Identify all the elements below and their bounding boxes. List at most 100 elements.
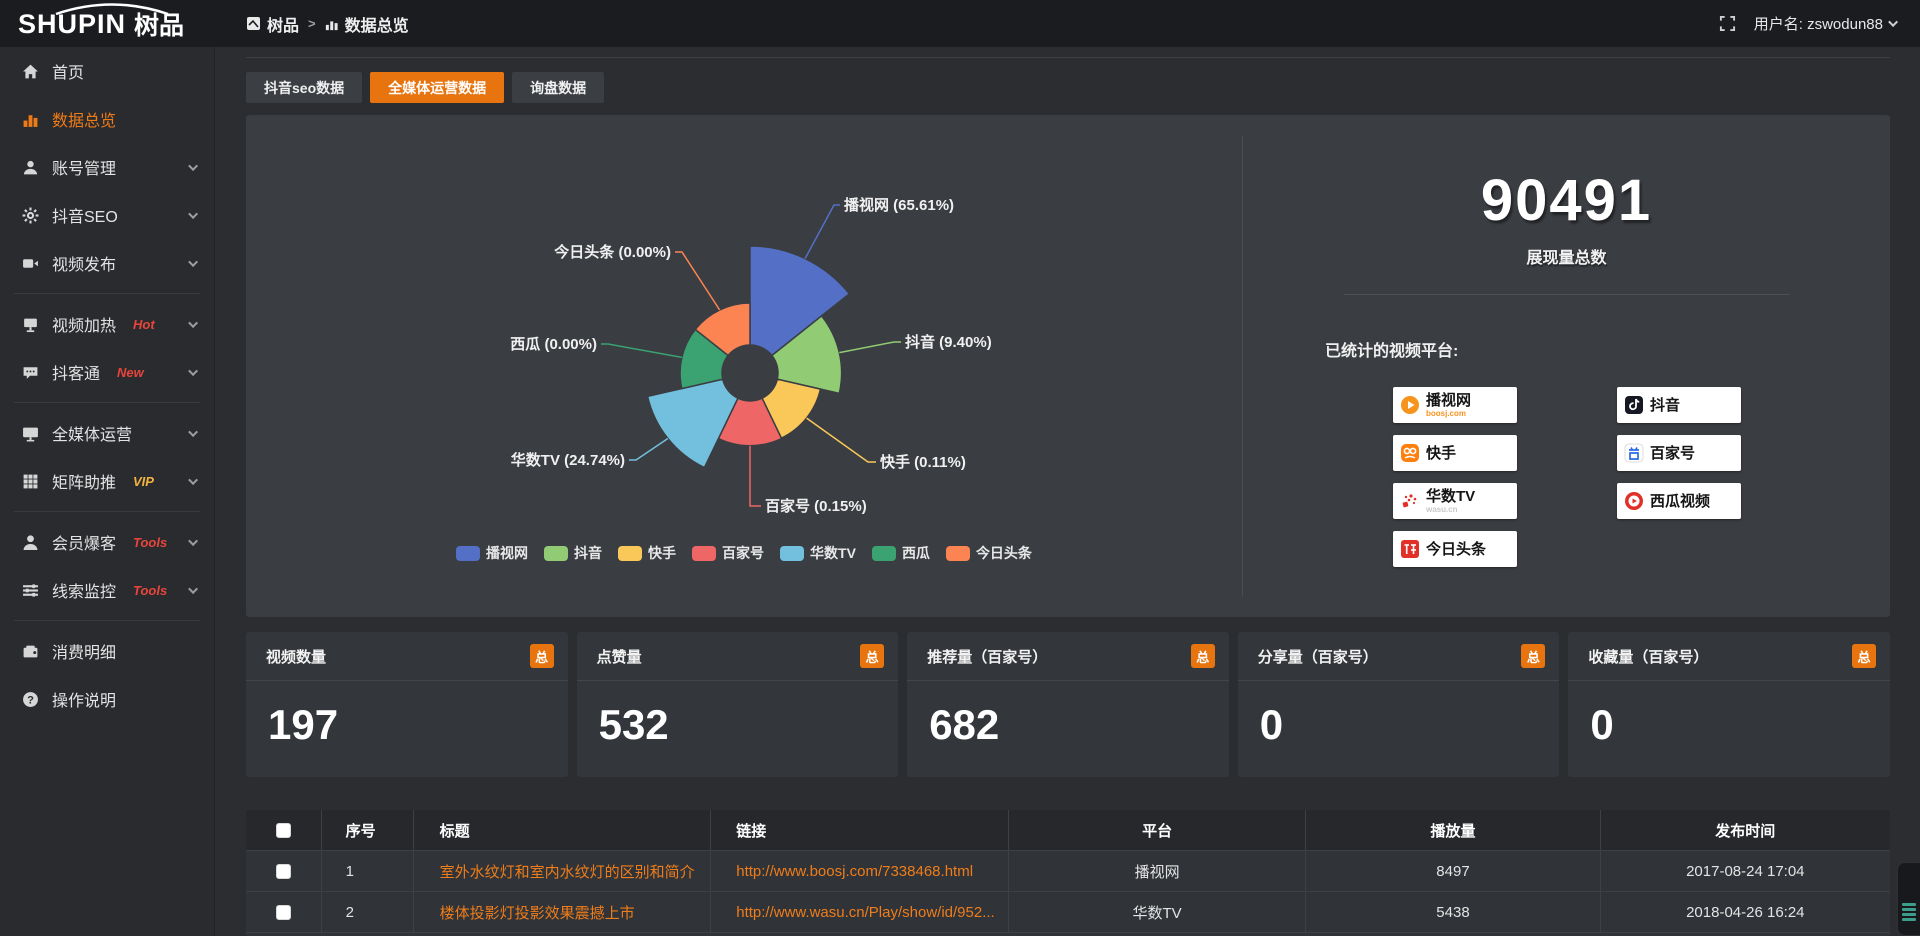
chevron-down-icon [188,365,199,376]
legend-label: 西瓜 [901,545,930,561]
pie-label-0: 播视网 (65.61%) [844,196,954,214]
side-float-widget[interactable] [1897,862,1920,936]
legend-item-0[interactable]: 播视网 [456,543,528,563]
pie-slice-0[interactable] [749,245,851,357]
stat-card-label: 视频数量 [266,648,327,666]
platform-name: 抖音 [1650,396,1681,414]
user-menu[interactable]: 用户名: zswodun88 [1753,13,1899,34]
douyin-logo-icon [1625,396,1643,414]
top-bar: SHUPIN 树品 树品 > 数据总览 用户名: zswodun88 [0,0,1920,47]
cell-published: 2017-08-24 17:04 [1686,862,1805,880]
nightingale-rose-chart: 播视网 (65.61%) 抖音 (9.40%) 快手 (0.11%) 百家号 (0.1… [510,196,991,515]
legend-item-5[interactable]: 西瓜 [871,543,930,563]
xigua-logo-icon [1625,492,1643,510]
column-header-1: 序号 [322,810,414,850]
legend-item-6[interactable]: 今日头条 [945,543,1032,563]
cell-link[interactable]: http://www.wasu.cn/Play/show/id/952... [711,892,1009,932]
total-badge: 总 [1521,644,1546,668]
pie-label-line-1 [839,341,901,354]
svg-text:?: ? [27,694,34,706]
topbar-right: 用户名: zswodun88 [1719,0,1899,47]
sidebar: 首页 数据总览 账号管理 抖音SEO 视频发布视频加热 Hot 抖客通 New 全媒体运营矩阵助… [0,47,215,936]
sidebar-item-home[interactable]: 首页 [0,47,214,95]
row-checkbox[interactable] [275,863,291,879]
chart-legend: 播视网 抖音 快手 百家号 华数TV 西瓜 今日头条 [246,543,1242,563]
platform-text: 今日头条 [1426,542,1486,557]
rose-chart-area: 播视网 (65.61%) 抖音 (9.40%) 快手 (0.11%) 百家号 (0.1… [246,115,1242,617]
cell-plays: 5438 [1306,892,1601,932]
column-header-3: 链接 [711,810,1009,850]
app-logo[interactable]: SHUPIN 树品 [18,2,208,46]
username-label: 用户名: zswodun88 [1753,16,1883,33]
select-all-checkbox[interactable] [275,822,291,838]
legend-item-2[interactable]: 快手 [618,543,676,563]
row-checkbox[interactable] [275,904,291,920]
pie-slice-4[interactable] [646,378,739,469]
sidebar-item-gear[interactable]: 抖音SEO [0,191,214,239]
table-row-partial [246,933,1890,936]
stat-card-header: 分享量（百家号） 总 [1237,632,1560,681]
legend-item-3[interactable]: 百家号 [692,543,764,563]
sidebar-item-monitor[interactable]: 全媒体运营 [0,409,214,457]
sidebar-item-chat[interactable]: 抖客通 New [0,348,214,396]
panel-divider [1242,136,1243,596]
widget-stripe [1902,918,1916,921]
stat-card-label: 点赞量 [596,648,642,666]
sidebar-item-member[interactable]: 会员爆客 Tools [0,518,214,566]
sidebar-item-label: 视频发布 [52,257,117,274]
sidebar-item-badge: Tools [133,582,168,598]
sidebar-divider [14,293,200,294]
sidebar-item-user[interactable]: 账号管理 [0,143,214,191]
sidebar-item-label: 全媒体运营 [52,427,133,444]
legend-label: 百家号 [722,545,765,561]
sidebar-item-label: 会员爆客 [52,536,117,553]
sidebar-item-label: 线索监控 [52,584,117,601]
row-checkbox-cell [246,851,322,891]
header-checkbox-cell [246,810,322,850]
home-icon [23,64,38,78]
sidebar-item-video[interactable]: 视频发布 [0,239,214,287]
cell-title[interactable]: 楼体投影灯投影效果震撼上市 [414,892,712,932]
fullscreen-icon[interactable] [1719,15,1736,32]
stat-card-header: 推荐量（百家号） 总 [907,632,1229,681]
row-checkbox-cell [246,892,322,932]
tab-3[interactable]: 询盘数据 [512,72,605,103]
platform-text: 抖音 [1650,398,1680,413]
sidebar-item-grid[interactable]: 矩阵助推 VIP [0,457,214,505]
pie-slice-6[interactable] [694,302,751,357]
logo-text-en: SHUPIN [18,8,127,39]
cell-link[interactable]: http://www.boosj.com/7338468.html [711,851,1009,891]
sidebar-item-bar-chart[interactable]: 数据总览 [0,95,214,143]
tab-1[interactable]: 抖音seo数据 [246,72,363,103]
kuaishou-logo-icon [1401,444,1419,462]
legend-item-1[interactable]: 抖音 [544,543,602,563]
tab-2[interactable]: 全媒体运营数据 [370,72,505,103]
stat-card-value: 0 [1259,701,1284,748]
cell-title[interactable]: 室外水纹灯和室内水纹灯的区别和简介 [414,851,712,891]
pie-label-2: 快手 (0.11%) [880,453,966,471]
pie-slice-1[interactable] [770,314,843,395]
legend-swatch [871,545,896,561]
legend-item-4[interactable]: 华数TV [780,543,856,563]
column-header-4: 平台 [1009,810,1307,850]
main-content: 抖音seo数据 全媒体运营数据 询盘数据 播视网 (65.61%) 抖音 (9.40%… [216,47,1920,936]
sidebar-item-sliders[interactable]: 线索监控 Tools [0,566,214,614]
sidebar-item-wallet[interactable]: 消费明细 [0,627,214,675]
platform-text: 西瓜视频 [1650,494,1710,509]
platform-text: 华数TV wasu.cn [1426,489,1475,514]
sidebar-item-badge: VIP [133,473,154,489]
sidebar-divider [14,511,200,512]
breadcrumb-current[interactable]: 数据总览 [325,12,409,36]
sliders-icon [23,583,38,597]
legend-swatch [692,545,717,561]
grid-icon [23,474,38,488]
sidebar-item-heat[interactable]: 视频加热 Hot [0,300,214,348]
sidebar-item-badge: New [117,364,144,380]
chat-icon [23,366,38,379]
breadcrumb-root[interactable]: 树品 [246,12,299,36]
column-header-5: 播放量 [1306,810,1601,850]
chevron-down-icon [188,583,199,594]
sidebar-item-question[interactable]: ? 操作说明 [0,675,214,723]
chevron-down-icon [1888,17,1899,28]
